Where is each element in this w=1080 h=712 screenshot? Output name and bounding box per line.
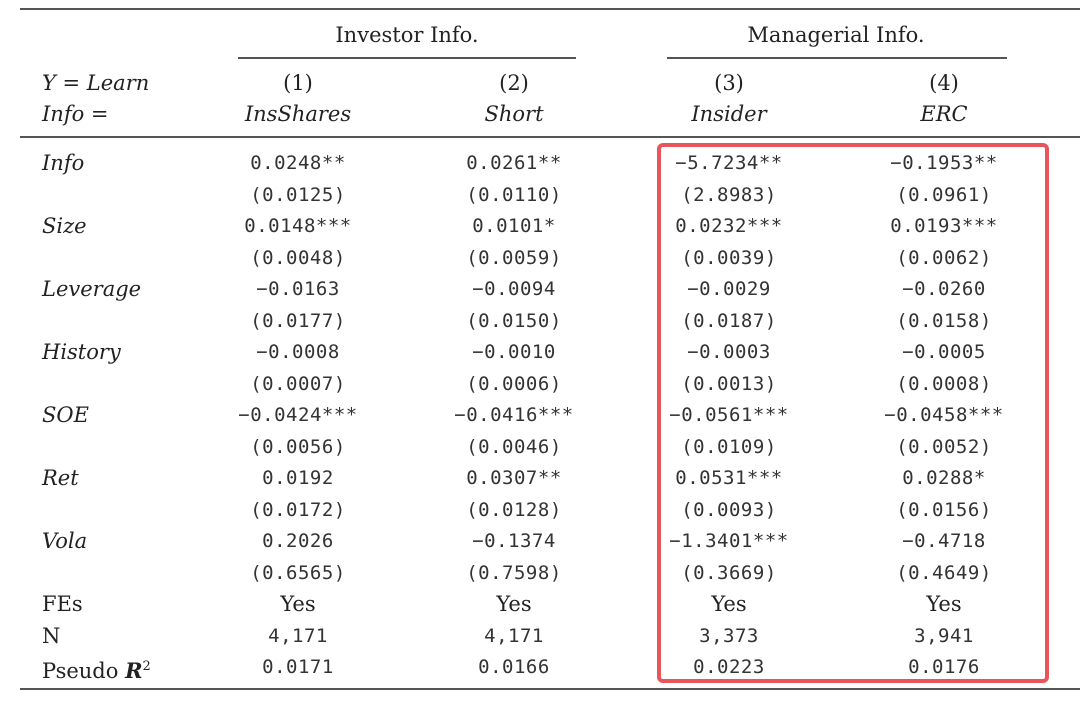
estimate-cell: −0.0005	[902, 341, 986, 363]
std-error-cell: (0.0093)	[681, 498, 777, 521]
footer-cell: 3,941	[914, 624, 974, 647]
footer-cell: 4,171	[268, 624, 328, 647]
info-label: Info =	[42, 102, 109, 126]
footer-label-0: FEs	[42, 592, 83, 616]
estimate-cell: −5.7234**	[675, 152, 783, 174]
footer-cell: 0.0176	[908, 656, 980, 678]
estimate-cell: −0.0561***	[669, 404, 789, 426]
std-error-cell: (0.0150)	[466, 309, 562, 332]
estimate-cell: 0.0193***	[890, 215, 998, 237]
estimate-cell: 0.0101*	[472, 215, 556, 237]
footer-cell: 4,171	[484, 624, 544, 647]
std-error-cell: (0.3669)	[681, 561, 777, 584]
estimate-cell: 0.0232***	[675, 215, 783, 237]
std-error-cell: (0.0062)	[896, 246, 992, 269]
footer-label-2: Pseudo R2	[42, 658, 151, 683]
estimate-cell: 0.2026	[262, 530, 334, 552]
std-error-cell: (0.0046)	[466, 435, 562, 458]
estimate-cell: −0.0003	[687, 341, 771, 363]
std-error-cell: (0.0125)	[250, 183, 346, 206]
estimate-cell: −0.0458***	[884, 404, 1004, 426]
column-name-1: InsShares	[244, 102, 352, 126]
row-label-size: Size	[42, 214, 87, 238]
std-error-cell: (0.0172)	[250, 498, 346, 521]
managerial-group-rule	[667, 57, 1007, 59]
highlight-box	[657, 143, 1049, 683]
estimate-cell: −0.4718	[902, 530, 986, 552]
std-error-cell: (0.0039)	[681, 246, 777, 269]
std-error-cell: (0.7598)	[466, 561, 562, 584]
footer-cell: Yes	[711, 592, 747, 616]
estimate-cell: −0.1374	[472, 530, 556, 552]
estimate-cell: −0.0029	[687, 278, 771, 300]
group-label-investor: Investor Info.	[335, 23, 479, 47]
investor-group-rule	[238, 57, 576, 59]
column-number-1: (1)	[283, 71, 313, 95]
estimate-cell: −0.0010	[472, 341, 556, 363]
estimate-cell: −0.0008	[256, 341, 340, 363]
std-error-cell: (0.0110)	[466, 183, 562, 206]
column-name-4: ERC	[920, 102, 968, 126]
row-label-soe: SOE	[42, 403, 89, 427]
std-error-cell: (0.4649)	[896, 561, 992, 584]
footer-cell: 0.0166	[478, 656, 550, 678]
row-label-leverage: Leverage	[42, 277, 142, 301]
footer-cell: 0.0223	[693, 656, 765, 678]
std-error-cell: (0.0052)	[896, 435, 992, 458]
estimate-cell: −1.3401***	[669, 530, 789, 552]
std-error-cell: (0.0961)	[896, 183, 992, 206]
bottom-rule	[20, 688, 1080, 690]
header-rule	[20, 136, 1080, 138]
footer-cell: 3,373	[699, 624, 759, 647]
row-label-history: History	[42, 340, 121, 364]
std-error-cell: (0.0056)	[250, 435, 346, 458]
estimate-cell: 0.0192	[262, 467, 334, 489]
column-name-3: Insider	[691, 102, 767, 126]
std-error-cell: (0.0006)	[466, 372, 562, 395]
column-number-3: (3)	[714, 71, 744, 95]
estimate-cell: 0.0248**	[250, 152, 346, 174]
std-error-cell: (0.6565)	[250, 561, 346, 584]
std-error-cell: (0.0007)	[250, 372, 346, 395]
row-label-info: Info	[42, 151, 85, 175]
footer-cell: Yes	[496, 592, 532, 616]
footer-label-1: N	[42, 623, 61, 648]
estimate-cell: −0.0424***	[238, 404, 358, 426]
estimate-cell: −0.0163	[256, 278, 340, 300]
std-error-cell: (0.0008)	[896, 372, 992, 395]
estimate-cell: −0.0260	[902, 278, 986, 300]
row-label-ret: Ret	[42, 466, 79, 490]
std-error-cell: (0.0048)	[250, 246, 346, 269]
std-error-cell: (0.0128)	[466, 498, 562, 521]
std-error-cell: (0.0059)	[466, 246, 562, 269]
top-rule	[20, 8, 1080, 10]
column-number-2: (2)	[499, 71, 529, 95]
y-label: Y = Learn	[42, 71, 150, 95]
footer-cell: 0.0171	[262, 656, 334, 678]
std-error-cell: (0.0013)	[681, 372, 777, 395]
estimate-cell: 0.0148***	[244, 215, 352, 237]
std-error-cell: (0.0158)	[896, 309, 992, 332]
std-error-cell: (2.8983)	[681, 183, 777, 206]
std-error-cell: (0.0177)	[250, 309, 346, 332]
estimate-cell: −0.1953**	[890, 152, 998, 174]
group-label-managerial: Managerial Info.	[747, 23, 925, 47]
estimate-cell: −0.0416***	[454, 404, 574, 426]
estimate-cell: 0.0261**	[466, 152, 562, 174]
column-number-4: (4)	[929, 71, 959, 95]
estimate-cell: 0.0288*	[902, 467, 986, 489]
footer-cell: Yes	[926, 592, 962, 616]
column-name-2: Short	[484, 102, 544, 126]
estimate-cell: −0.0094	[472, 278, 556, 300]
std-error-cell: (0.0187)	[681, 309, 777, 332]
std-error-cell: (0.0156)	[896, 498, 992, 521]
estimate-cell: 0.0531***	[675, 467, 783, 489]
row-label-vola: Vola	[42, 529, 88, 553]
footer-cell: Yes	[280, 592, 316, 616]
std-error-cell: (0.0109)	[681, 435, 777, 458]
estimate-cell: 0.0307**	[466, 467, 562, 489]
